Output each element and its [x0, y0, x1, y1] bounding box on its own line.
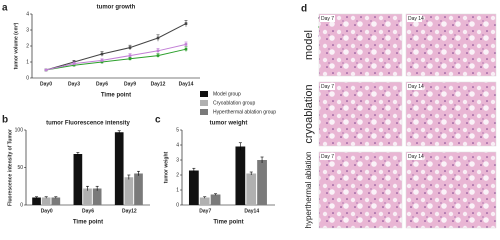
y-tick-label: 0 [26, 75, 29, 81]
marker [156, 54, 160, 57]
y-axis-label: tumor volume (cm³) [13, 22, 19, 69]
bar [246, 173, 257, 205]
x-axis-label: Time point [73, 220, 103, 226]
panel-label: c [155, 115, 161, 126]
y-tick-label: 4 [26, 11, 29, 17]
x-tick-label: Day0 [41, 208, 53, 214]
image-label: Day 14 [408, 154, 424, 160]
bar [51, 197, 61, 205]
legend-swatch [200, 100, 208, 106]
marker [156, 49, 160, 53]
y-tick-label: 3 [176, 157, 179, 163]
legend-label: Model group [213, 91, 241, 97]
x-tick-label: Day6 [82, 208, 94, 214]
chart-title: tumor growth [97, 5, 136, 11]
x-tick-label: Day6 [96, 81, 108, 87]
figure: a tumor growth Time point tumor volume (cm³… [2, 3, 497, 229]
micrograph [318, 13, 403, 77]
x-tick-label: Day7 [199, 208, 211, 214]
micrograph [405, 151, 497, 229]
micrograph [405, 13, 497, 77]
x-tick-label: Day12 [151, 81, 166, 87]
x-tick-label: Day14 [179, 81, 194, 87]
panel-label: d [301, 4, 307, 15]
y-tick-label: 2 [176, 172, 179, 178]
label-bg [407, 83, 422, 90]
image-label: Day 7 [321, 154, 334, 160]
bar [199, 197, 210, 205]
marker [156, 36, 160, 40]
x-tick-label: Day9 [124, 81, 136, 87]
label-bg [320, 83, 335, 90]
label-bg [320, 15, 335, 22]
row-label: model [303, 30, 315, 60]
micrograph [318, 81, 403, 147]
legend-swatch [200, 109, 208, 115]
bar [32, 197, 41, 205]
y-tick-label: 0 [20, 202, 23, 208]
y-tick-label: 1 [176, 187, 179, 193]
bar [134, 173, 143, 205]
marker [72, 62, 76, 65]
row-label: hyperthermal ablation [304, 152, 313, 229]
x-tick-label: Day0 [40, 81, 52, 87]
marker [184, 47, 188, 51]
y-tick-label: 0 [176, 202, 179, 208]
page: {"chart_data":[ {"type":"line","panel":"… [2, 2, 497, 229]
x-tick-label: Day12 [122, 208, 137, 214]
marker [184, 22, 188, 25]
y-tick-label: 50 [17, 165, 23, 171]
series-line [45, 43, 187, 71]
label-bg [407, 153, 422, 160]
micrograph [318, 151, 403, 229]
bar [257, 160, 267, 205]
label-bg [407, 15, 422, 22]
y-tick-label: 100 [15, 127, 24, 133]
x-tick-label: Day3 [68, 81, 80, 87]
image-label: Day 14 [408, 16, 424, 22]
bar [114, 132, 124, 205]
chart-title: tumor Fluorescence intensity [46, 121, 130, 127]
bar [92, 188, 102, 205]
y-tick-label: 2 [26, 43, 29, 49]
marker [128, 46, 132, 49]
y-axis-label: Fluorescence intensity of Tumor [7, 129, 13, 206]
bar [124, 177, 134, 205]
bar [73, 154, 83, 205]
image-label: Day 7 [321, 16, 334, 22]
x-axis-label: Time point [101, 93, 131, 99]
x-tick-label: Day14 [244, 208, 259, 214]
micrograph [405, 81, 497, 147]
y-tick-label: 3 [26, 27, 29, 33]
marker [128, 54, 132, 57]
marker [100, 52, 104, 56]
x-axis-label: Time point [213, 220, 243, 226]
y-tick-label: 4 [176, 142, 179, 148]
bar [235, 146, 246, 205]
bar [188, 170, 199, 205]
series-line [45, 23, 187, 71]
series-line [45, 48, 187, 71]
legend-swatch [200, 91, 208, 97]
bar [41, 197, 51, 205]
marker [100, 59, 104, 62]
y-axis-label: tumor weight [163, 151, 169, 183]
chart-title: tumor weight [210, 121, 248, 127]
legend-label: Hyperthermal ablation group [213, 109, 276, 115]
panel-label: b [2, 115, 8, 126]
bar [83, 188, 92, 205]
y-tick-label: 5 [176, 127, 179, 133]
marker [44, 68, 48, 72]
marker [128, 57, 132, 61]
marker [184, 43, 188, 46]
panel-label: a [2, 3, 8, 14]
bar [210, 194, 221, 205]
legend-label: Cryoablation group [213, 100, 255, 106]
image-label: Day 14 [408, 84, 424, 90]
row-label: cryoablation [303, 84, 315, 143]
y-tick-label: 1 [26, 59, 29, 65]
label-bg [320, 153, 335, 160]
image-label: Day 7 [321, 84, 334, 90]
